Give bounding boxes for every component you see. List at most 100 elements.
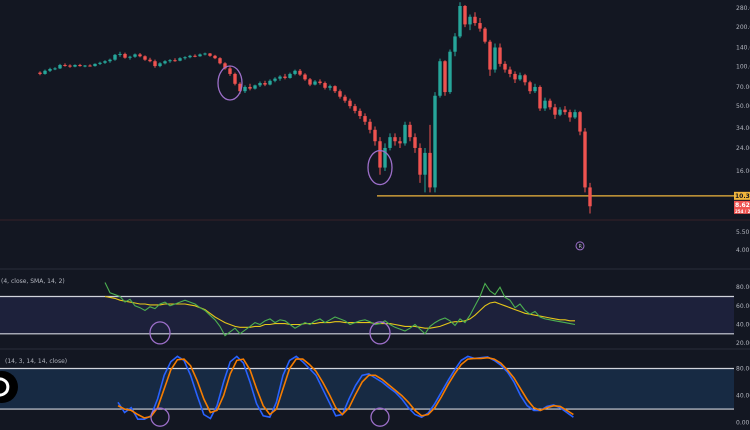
candle[interactable] — [553, 103, 557, 119]
candle[interactable] — [248, 83, 252, 91]
candle[interactable] — [158, 62, 162, 68]
candle[interactable] — [578, 110, 582, 136]
candle[interactable] — [378, 137, 382, 175]
candle[interactable] — [193, 54, 197, 58]
candle[interactable] — [483, 27, 487, 44]
candle[interactable] — [478, 17, 482, 32]
candle[interactable] — [373, 126, 377, 146]
candle[interactable] — [103, 60, 107, 64]
candle[interactable] — [563, 106, 567, 115]
candle[interactable] — [323, 81, 327, 90]
candle[interactable] — [398, 137, 402, 148]
candle[interactable] — [173, 58, 177, 62]
candle[interactable] — [383, 143, 387, 172]
candle[interactable] — [213, 54, 217, 60]
candle[interactable] — [403, 121, 407, 146]
candle[interactable] — [523, 73, 527, 86]
candle[interactable] — [183, 56, 187, 60]
overlay-icon[interactable] — [0, 371, 18, 403]
candle[interactable] — [303, 73, 307, 81]
candle[interactable] — [463, 5, 467, 28]
candle[interactable] — [308, 77, 312, 87]
candle[interactable] — [318, 79, 322, 85]
rsi-pane[interactable]: (4, close, SMA, 14, 2) — [0, 278, 734, 345]
candle[interactable] — [143, 55, 147, 61]
candle[interactable] — [408, 121, 412, 142]
candle[interactable] — [498, 43, 502, 67]
candle[interactable] — [368, 118, 372, 134]
candle[interactable] — [518, 72, 522, 81]
candle[interactable] — [438, 58, 442, 98]
candle[interactable] — [328, 84, 332, 91]
candle[interactable] — [428, 124, 432, 193]
candle[interactable] — [288, 72, 292, 79]
candle[interactable] — [443, 60, 447, 96]
candle[interactable] — [58, 63, 62, 69]
candle[interactable] — [293, 69, 297, 76]
candle[interactable] — [543, 97, 547, 111]
candle[interactable] — [278, 75, 282, 81]
candle[interactable] — [98, 61, 102, 65]
candle[interactable] — [223, 62, 227, 70]
candle[interactable] — [43, 69, 47, 75]
candle[interactable] — [178, 57, 182, 62]
price-axis[interactable]: 280.0 200.0 140.0 100.0 70.00 50.00 34.00 24.00… — [734, 5, 750, 254]
candle[interactable] — [63, 63, 67, 67]
candle[interactable] — [468, 14, 472, 31]
candle[interactable] — [503, 61, 507, 73]
candle[interactable] — [313, 80, 317, 86]
candle[interactable] — [228, 66, 232, 76]
candle[interactable] — [343, 94, 347, 103]
candle[interactable] — [393, 133, 397, 146]
candle[interactable] — [128, 55, 132, 60]
candle[interactable] — [528, 80, 532, 94]
marker-circle-icon[interactable] — [575, 241, 585, 251]
candle[interactable] — [363, 113, 367, 125]
candle[interactable] — [68, 64, 72, 68]
stochastic-pane[interactable]: (14, 3, 14, 14, close) — [0, 355, 734, 427]
candle[interactable] — [448, 49, 452, 94]
candle[interactable] — [263, 80, 267, 87]
candle[interactable] — [298, 68, 302, 76]
candle[interactable] — [93, 63, 97, 67]
candle[interactable] — [233, 72, 237, 86]
candle[interactable] — [48, 67, 52, 73]
candle[interactable] — [573, 109, 577, 119]
candle[interactable] — [188, 54, 192, 59]
candle[interactable] — [113, 53, 117, 61]
candle[interactable] — [508, 66, 512, 78]
candle[interactable] — [38, 71, 42, 76]
price-pane[interactable]: R — [0, 2, 750, 251]
candle[interactable] — [433, 92, 437, 193]
candle[interactable] — [198, 53, 202, 57]
candle[interactable] — [53, 67, 57, 71]
candle[interactable] — [73, 64, 77, 68]
candle[interactable] — [488, 39, 492, 76]
candle[interactable] — [338, 89, 342, 99]
candle[interactable] — [108, 58, 112, 63]
candle[interactable] — [413, 133, 417, 153]
candle[interactable] — [423, 147, 427, 193]
candle[interactable] — [588, 182, 592, 214]
candle[interactable] — [243, 85, 247, 93]
candle[interactable] — [253, 84, 257, 90]
candle[interactable] — [493, 43, 497, 73]
candle[interactable] — [133, 53, 137, 58]
candle[interactable] — [353, 103, 357, 114]
candle[interactable] — [283, 73, 287, 80]
candle[interactable] — [258, 81, 262, 87]
candle[interactable] — [418, 143, 422, 183]
candle[interactable] — [568, 109, 572, 122]
candle[interactable] — [153, 59, 157, 68]
candle[interactable] — [88, 64, 92, 67]
candle[interactable] — [558, 107, 562, 117]
candle[interactable] — [118, 51, 122, 57]
candle[interactable] — [538, 85, 542, 111]
candle[interactable] — [218, 57, 222, 65]
candle[interactable] — [83, 64, 87, 68]
candle[interactable] — [138, 53, 142, 58]
candle[interactable] — [583, 128, 587, 193]
candle[interactable] — [148, 57, 152, 63]
candle[interactable] — [78, 63, 82, 67]
